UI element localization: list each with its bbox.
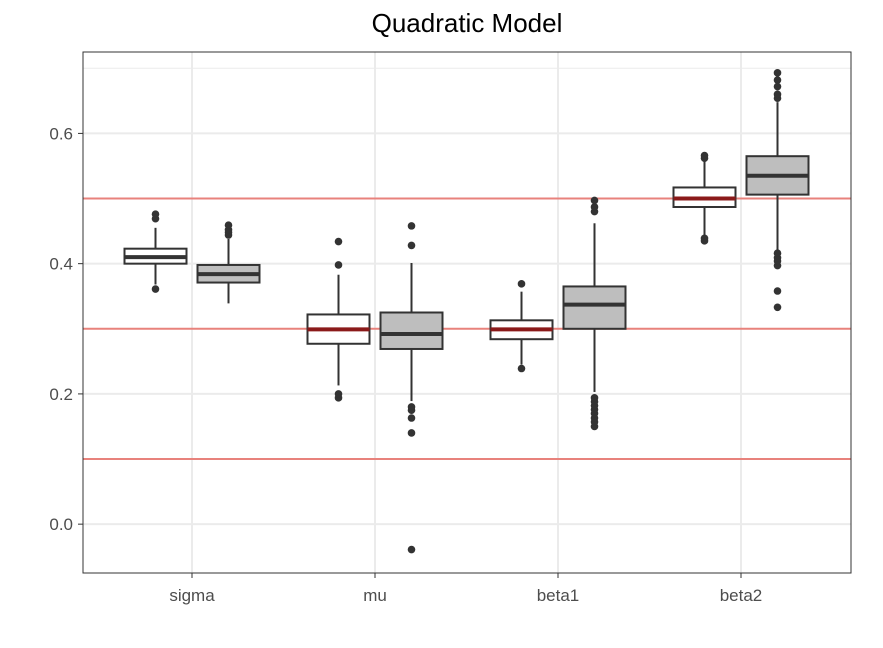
outlier-point bbox=[590, 196, 599, 205]
y-tick-label: 0.6 bbox=[49, 124, 73, 143]
box-sigma-white bbox=[123, 210, 188, 293]
outlier-point bbox=[151, 285, 160, 293]
outlier-point bbox=[407, 545, 416, 554]
y-tick-label: 0.4 bbox=[49, 255, 73, 274]
axes: 0.0 0.2 0.4 0.6 sigma mu beta1 beta2 bbox=[49, 124, 762, 605]
outlier-point bbox=[407, 414, 416, 422]
plot-panel-background bbox=[83, 52, 851, 573]
outlier-point bbox=[407, 429, 416, 437]
outlier-point bbox=[517, 280, 526, 288]
outlier-point bbox=[773, 249, 782, 258]
outlier-point bbox=[773, 69, 782, 77]
outlier-point bbox=[700, 234, 709, 243]
y-tick-label: 0.0 bbox=[49, 515, 73, 534]
y-tick-label: 0.2 bbox=[49, 385, 73, 404]
box-sigma-grey bbox=[196, 221, 261, 304]
outlier-point bbox=[224, 221, 233, 230]
outlier-point bbox=[334, 237, 343, 246]
outlier-point bbox=[407, 241, 416, 250]
outlier-point bbox=[517, 364, 526, 373]
box-iqr bbox=[562, 285, 627, 330]
outlier-point bbox=[773, 303, 782, 312]
box-beta2-white bbox=[672, 151, 737, 245]
outlier-point bbox=[700, 151, 709, 160]
chart-title: Quadratic Model bbox=[372, 8, 563, 38]
x-tick-label-beta1: beta1 bbox=[537, 586, 580, 605]
outlier-point bbox=[773, 82, 782, 91]
outlier-point bbox=[407, 403, 416, 411]
box-iqr bbox=[379, 311, 444, 350]
outlier-point bbox=[590, 394, 599, 402]
box-beta1-grey bbox=[562, 196, 627, 431]
outlier-point bbox=[773, 90, 782, 99]
plot-panel-border bbox=[82, 51, 852, 574]
box-beta2-grey bbox=[745, 69, 810, 312]
x-tick-label-mu: mu bbox=[363, 586, 387, 605]
box-beta1-white bbox=[489, 280, 554, 373]
outlier-point bbox=[773, 287, 782, 295]
box-mu-white bbox=[306, 237, 371, 402]
box-mu-grey bbox=[379, 222, 444, 554]
outlier-point bbox=[151, 210, 160, 218]
outlier-point bbox=[334, 390, 343, 398]
x-tick-label-beta2: beta2 bbox=[720, 586, 763, 605]
outlier-point bbox=[773, 76, 782, 84]
outlier-point bbox=[334, 261, 343, 269]
x-tick-label-sigma: sigma bbox=[169, 586, 215, 605]
outlier-point bbox=[590, 203, 599, 211]
boxes bbox=[123, 69, 810, 554]
outlier-point bbox=[407, 222, 416, 230]
